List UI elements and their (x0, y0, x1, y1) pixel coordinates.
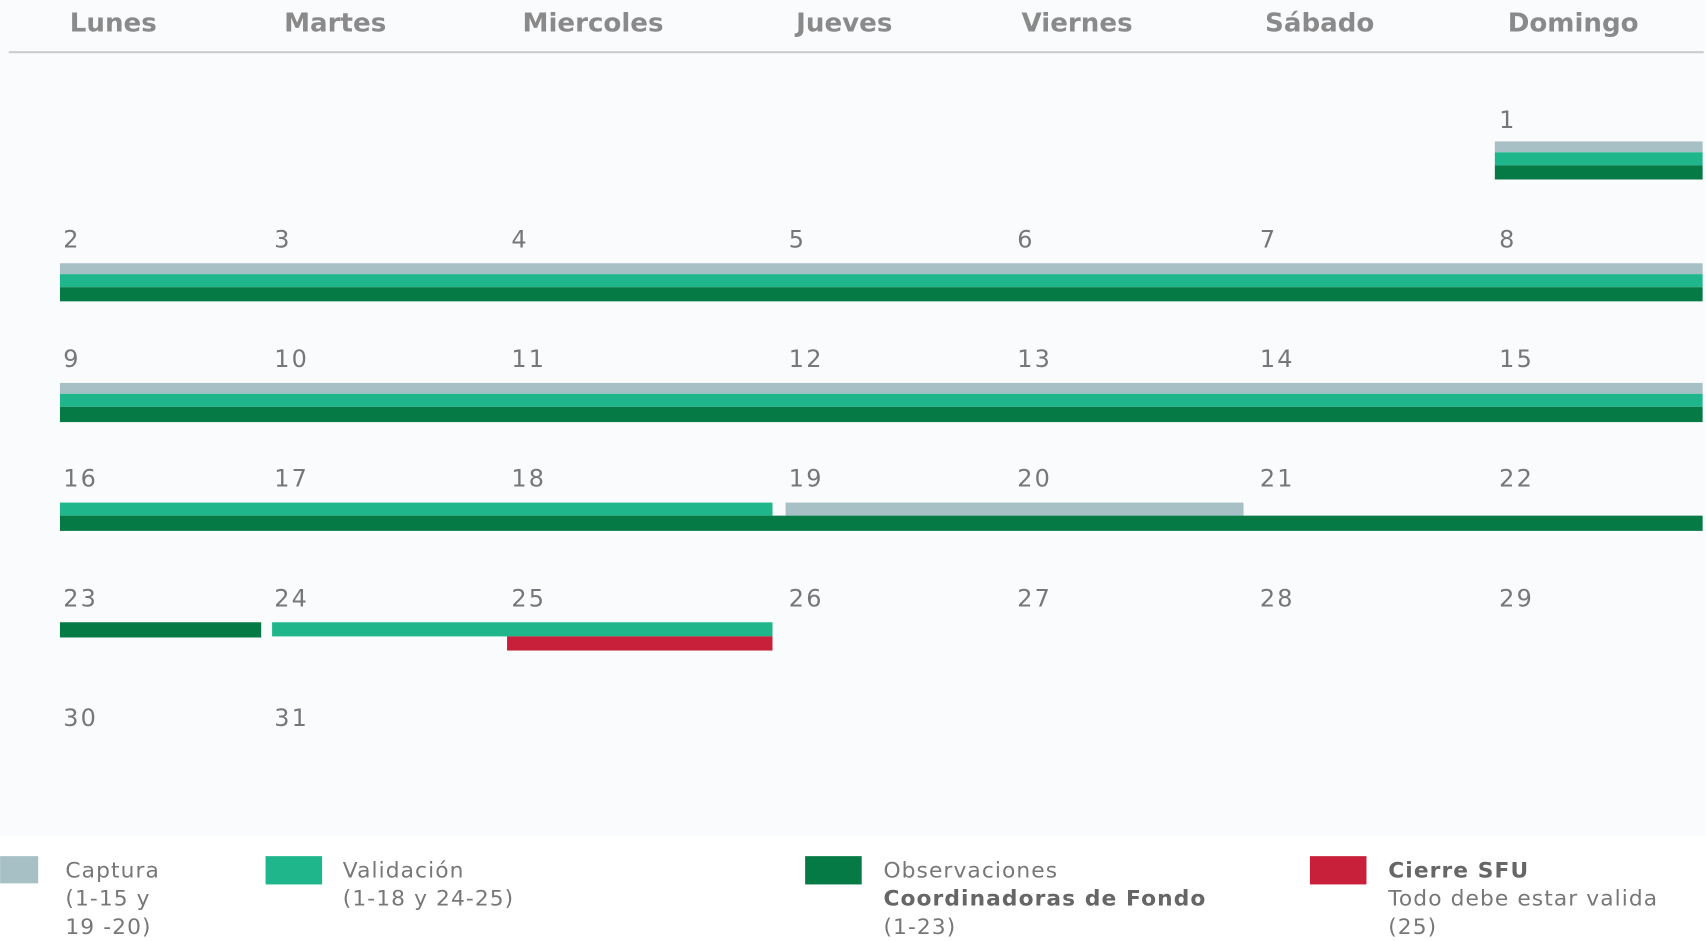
bar-observaciones (1494, 165, 1703, 180)
day-number: 14 (1260, 345, 1295, 373)
day-number: 7 (1260, 225, 1277, 253)
day-number: 22 (1499, 465, 1534, 493)
weekday-label: Miercoles (522, 8, 663, 38)
legend-text: Coordinadoras de Fondo (883, 887, 1206, 912)
day-number: 18 (511, 465, 546, 493)
legend-text: Validación (343, 858, 465, 883)
legend-text: (1-23) (883, 915, 956, 940)
legend-swatch (805, 856, 862, 885)
day-number: 21 (1260, 465, 1295, 493)
day-number: 16 (63, 465, 98, 493)
bar-observaciones (59, 406, 1703, 423)
day-number: 4 (511, 225, 528, 253)
legend-text: Captura (65, 858, 160, 883)
day-number: 25 (511, 584, 546, 612)
day-number: 5 (789, 225, 806, 253)
day-number: 26 (789, 584, 824, 612)
legend-text: 19 -20) (65, 915, 151, 940)
day-number: 3 (274, 225, 291, 253)
legend-text: (25) (1388, 915, 1437, 940)
legend-text: (1-15 y (65, 887, 150, 912)
day-number: 27 (1017, 584, 1052, 612)
bar-validacion (1494, 152, 1703, 166)
day-number: 8 (1499, 225, 1516, 253)
day-number: 10 (274, 345, 309, 373)
weekday-label: Sábado (1265, 8, 1374, 38)
bar-captura (59, 263, 1703, 275)
legend-text: Todo debe estar valida (1387, 887, 1658, 912)
day-number: 9 (63, 345, 80, 373)
day-number: 28 (1260, 584, 1295, 612)
day-number: 24 (274, 584, 309, 612)
day-number: 17 (274, 465, 309, 493)
day-number: 23 (63, 584, 98, 612)
bar-captura (785, 502, 1244, 516)
day-number: 29 (1499, 584, 1534, 612)
day-number: 30 (63, 704, 98, 732)
legend-text: Cierre SFU (1388, 858, 1529, 883)
day-number: 1 (1499, 106, 1516, 134)
day-number: 6 (1017, 225, 1034, 253)
day-number: 31 (274, 704, 309, 732)
day-number: 12 (789, 345, 824, 373)
bar-observaciones (59, 622, 262, 638)
bar-observaciones (59, 287, 1703, 302)
bar-cierre (507, 636, 773, 651)
day-number: 19 (789, 465, 824, 493)
day-number: 2 (63, 225, 80, 253)
bar-observaciones (59, 515, 1703, 531)
bar-validacion (59, 502, 773, 516)
weekday-label: Viernes (1022, 8, 1133, 38)
day-number: 15 (1499, 345, 1534, 373)
legend-text: Observaciones (883, 858, 1058, 883)
bar-captura (59, 382, 1703, 394)
day-number: 11 (511, 345, 546, 373)
weekday-label: Domingo (1508, 8, 1639, 38)
bar-captura (1494, 141, 1703, 153)
day-number: 13 (1017, 345, 1052, 373)
weekday-label: Martes (284, 8, 386, 38)
day-number: 20 (1017, 465, 1052, 493)
legend-swatch (265, 856, 323, 885)
bar-validacion (59, 274, 1703, 288)
legend-swatch (0, 856, 39, 884)
weekday-label: Jueves (794, 8, 892, 38)
weekday-label: Lunes (70, 8, 157, 38)
legend-swatch (1309, 856, 1367, 885)
bar-validacion (272, 622, 773, 637)
bar-validacion (59, 393, 1703, 407)
legend-text: (1-18 y 24-25) (343, 887, 514, 912)
event-bars (59, 141, 1703, 651)
